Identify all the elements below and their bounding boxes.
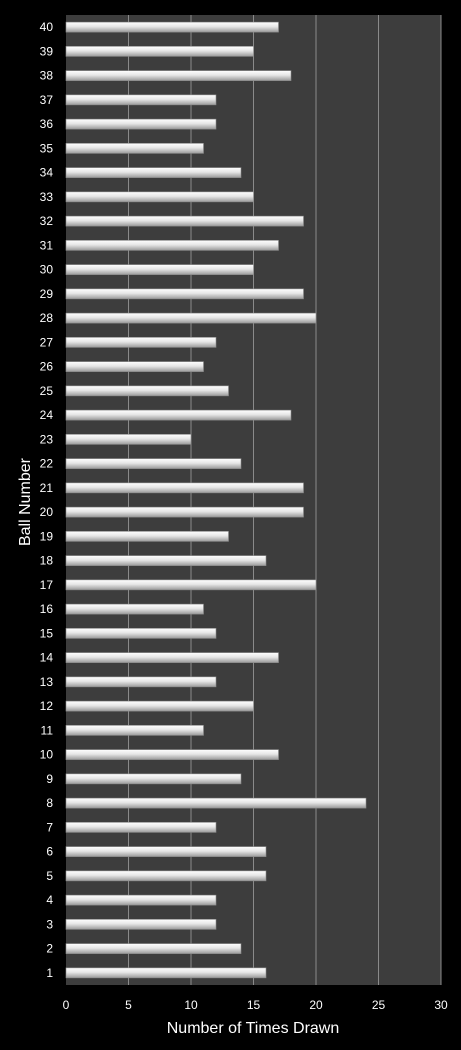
x-tick-labels: 0 5 10 15 20 25 30 xyxy=(63,998,448,1012)
y-tick-label: 12 xyxy=(40,699,54,713)
y-tick-label: 10 xyxy=(40,748,54,762)
y-tick-label: 23 xyxy=(40,432,54,446)
bar-ball-5 xyxy=(65,870,267,882)
bar-ball-11 xyxy=(65,725,204,736)
y-tick-label: 11 xyxy=(41,723,54,737)
y-tick-label: 39 xyxy=(40,44,54,58)
y-tick-label: 1 xyxy=(46,966,53,980)
bar-ball-21 xyxy=(65,482,304,494)
bar-ball-34 xyxy=(65,167,242,178)
bar-ball-14 xyxy=(65,652,279,663)
x-tick-label: 10 xyxy=(184,998,198,1012)
y-tick-label: 9 xyxy=(46,772,53,786)
x-tick-label: 25 xyxy=(372,998,386,1012)
bar-ball-6 xyxy=(65,846,267,857)
y-tick-label: 13 xyxy=(40,675,54,689)
y-tick-label: 5 xyxy=(46,869,53,883)
bar-ball-17 xyxy=(65,579,317,591)
y-tick-label: 34 xyxy=(40,166,54,180)
y-tick-label: 37 xyxy=(40,93,54,107)
y-tick-label: 6 xyxy=(46,845,53,859)
y-tick-label: 24 xyxy=(40,408,54,422)
y-tick-label: 36 xyxy=(40,117,54,131)
bar-ball-2 xyxy=(65,943,242,954)
bar-ball-30 xyxy=(65,264,254,275)
y-tick-labels: 1234567891011121314151617181920212223242… xyxy=(40,20,54,980)
bar-ball-1 xyxy=(65,967,267,979)
y-tick-label: 2 xyxy=(46,942,53,956)
y-tick-label: 32 xyxy=(40,214,54,228)
bar-ball-31 xyxy=(65,240,279,251)
y-tick-label: 26 xyxy=(40,360,54,374)
bars xyxy=(65,21,367,979)
y-tick-label: 21 xyxy=(40,481,54,495)
bar-ball-23 xyxy=(65,434,192,445)
bar-ball-26 xyxy=(65,361,204,372)
bar-ball-8 xyxy=(65,797,367,809)
y-tick-label: 20 xyxy=(40,505,54,519)
bar-ball-37 xyxy=(65,94,217,106)
bar-ball-3 xyxy=(65,919,217,930)
y-tick-label: 33 xyxy=(40,190,54,204)
bar-ball-27 xyxy=(65,337,217,348)
x-tick-label: 30 xyxy=(434,998,448,1012)
bar-ball-7 xyxy=(65,822,217,833)
y-tick-label: 38 xyxy=(40,69,54,83)
y-tick-label: 3 xyxy=(46,917,53,931)
bar-ball-12 xyxy=(65,700,254,712)
y-tick-label: 31 xyxy=(40,238,54,252)
y-tick-label: 14 xyxy=(40,651,54,665)
y-tick-label: 7 xyxy=(46,820,53,834)
bar-ball-39 xyxy=(65,46,254,57)
y-tick-label: 27 xyxy=(40,335,54,349)
y-tick-label: 4 xyxy=(46,893,53,907)
bar-ball-16 xyxy=(65,603,204,615)
bar-ball-20 xyxy=(65,506,304,518)
bar-ball-35 xyxy=(65,143,204,154)
y-tick-label: 18 xyxy=(40,554,54,568)
bar-ball-15 xyxy=(65,628,217,639)
y-tick-label: 30 xyxy=(40,263,54,277)
y-tick-label: 29 xyxy=(40,287,54,301)
y-tick-label: 40 xyxy=(40,20,54,34)
bar-ball-28 xyxy=(65,312,317,324)
y-tick-label: 8 xyxy=(46,796,53,810)
bar-ball-9 xyxy=(65,773,242,785)
bar-ball-36 xyxy=(65,118,217,130)
y-tick-label: 35 xyxy=(40,141,54,155)
bar-ball-32 xyxy=(65,215,304,227)
bar-ball-25 xyxy=(65,385,229,397)
y-tick-label: 15 xyxy=(40,626,54,640)
y-tick-label: 25 xyxy=(40,384,54,398)
bar-ball-40 xyxy=(65,21,279,33)
bar-ball-10 xyxy=(65,749,279,760)
x-tick-label: 0 xyxy=(63,998,70,1012)
bar-ball-13 xyxy=(65,676,217,688)
bar-ball-22 xyxy=(65,458,242,469)
y-axis-title: Ball Number xyxy=(17,457,34,546)
bar-ball-19 xyxy=(65,531,229,542)
bar-ball-29 xyxy=(65,288,304,300)
y-tick-label: 17 xyxy=(40,578,54,592)
y-tick-label: 28 xyxy=(40,311,54,325)
bar-ball-4 xyxy=(65,894,217,906)
bar-ball-24 xyxy=(65,409,292,421)
x-tick-label: 20 xyxy=(309,998,323,1012)
bar-ball-38 xyxy=(65,70,292,81)
y-tick-label: 19 xyxy=(40,529,54,543)
y-tick-label: 16 xyxy=(40,602,54,616)
x-tick-label: 5 xyxy=(125,998,132,1012)
bar-ball-33 xyxy=(65,191,254,203)
x-tick-label: 15 xyxy=(247,998,261,1012)
bar-ball-18 xyxy=(65,555,267,566)
y-tick-label: 22 xyxy=(40,457,54,471)
x-axis-title: Number of Times Drawn xyxy=(167,1020,340,1037)
